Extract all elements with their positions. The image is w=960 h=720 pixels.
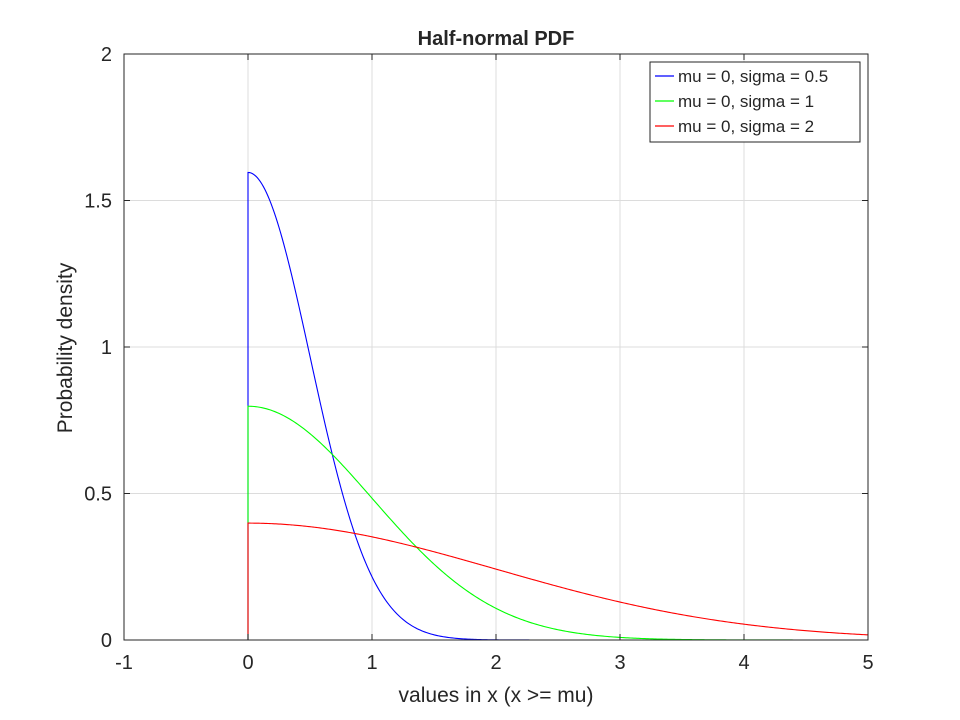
y-tick-label-4: 2	[101, 44, 112, 66]
legend-label-0: mu = 0, sigma = 0.5	[678, 67, 828, 86]
tick-labels: -1 0 1 2 3 4 500.511.52	[84, 44, 873, 674]
x-tick-label-0: -1	[115, 652, 133, 674]
legend-label-1: mu = 0, sigma = 1	[678, 92, 814, 111]
y-tick-label-1: 0.5	[84, 484, 112, 506]
legend: mu = 0, sigma = 0.5 mu = 0, sigma = 1 mu =…	[649, 61, 861, 143]
legend-label-2: mu = 0, sigma = 2	[678, 117, 814, 136]
y-tick-label-0: 0	[101, 630, 112, 652]
x-tick-label-2: 1	[366, 652, 377, 674]
y-axis-label: Probability density	[54, 262, 77, 433]
legend-box	[649, 61, 861, 143]
x-tick-label-5: 4	[738, 652, 749, 674]
series-line-2	[124, 522, 869, 641]
y-tick-label-3: 1.5	[84, 191, 112, 213]
chart-title: Half-normal PDF	[418, 28, 575, 50]
x-tick-label-6: 5	[862, 652, 873, 674]
axes	[123, 53, 869, 641]
x-tick-label-4: 3	[614, 652, 625, 674]
x-tick-label-1: 0	[242, 652, 253, 674]
x-axis-label: values in x (x >= mu)	[399, 684, 594, 707]
x-tick-label-3: 2	[490, 652, 501, 674]
y-tick-label-2: 1	[101, 337, 112, 359]
